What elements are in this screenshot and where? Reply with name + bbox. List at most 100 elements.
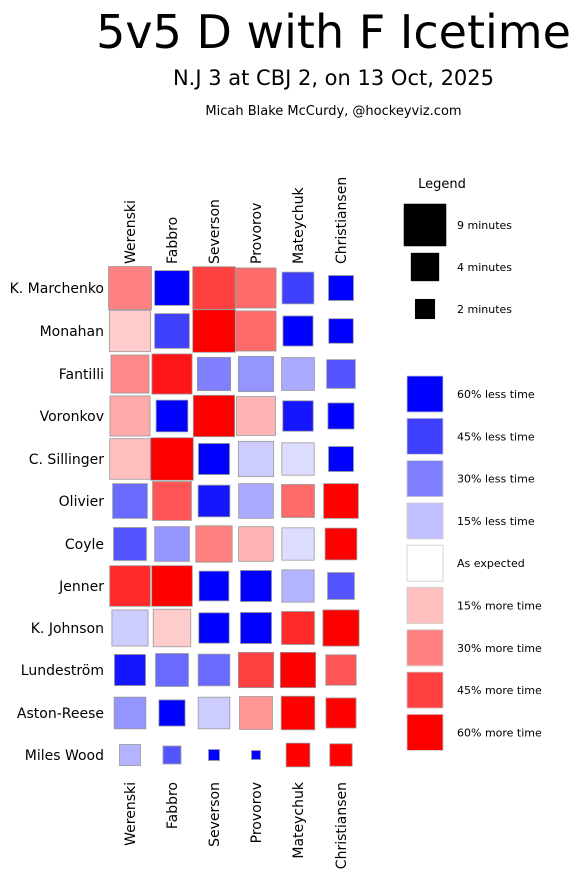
column-label-top: Werenski <box>123 200 139 264</box>
heatmap-cell <box>119 744 141 766</box>
legend-color-label: 45% more time <box>457 684 542 697</box>
heatmap-cell <box>281 611 315 645</box>
row-label: Fantilli <box>59 367 104 383</box>
heatmap-cell <box>195 525 233 563</box>
heatmap-cell <box>198 443 230 475</box>
heatmap-cell <box>158 699 186 727</box>
heatmap-cell <box>281 484 315 518</box>
heatmap-cell <box>152 608 192 648</box>
heatmap-cell <box>280 695 316 731</box>
heatmap-cell <box>152 481 192 521</box>
heatmap-cell <box>281 569 315 603</box>
column-label-bottom: Fabbro <box>165 782 181 829</box>
row-label: Coyle <box>65 537 104 553</box>
row-label: Monahan <box>40 324 104 340</box>
legend-color-swatch <box>406 417 444 455</box>
heatmap-cell <box>109 565 151 607</box>
column-label-bottom: Severson <box>207 782 223 847</box>
heatmap-cell <box>235 267 277 309</box>
axis-labels: K. Marchenko Monahan Fantilli Voronkov C. Si… <box>10 177 350 869</box>
heatmap-cell <box>251 750 261 760</box>
legend-size-swatch <box>403 203 447 247</box>
legend-color-swatch <box>406 502 444 540</box>
legend-color-label: 15% less time <box>457 515 535 528</box>
heatmap-cell <box>108 266 152 310</box>
heatmap-cell <box>285 742 311 768</box>
heatmap-cell <box>324 527 358 561</box>
heatmap-cell <box>328 446 354 472</box>
column-label-top: Severson <box>207 199 223 264</box>
heatmap-cell <box>114 654 146 686</box>
heatmap-cell <box>327 572 355 600</box>
heatmap-cell <box>192 394 236 438</box>
heatmap-cell <box>323 483 359 519</box>
row-label: C. Sillinger <box>29 452 104 468</box>
heatmap-cell <box>154 313 190 349</box>
row-label: Olivier <box>59 494 105 510</box>
legend-color-label: 60% less time <box>457 388 535 401</box>
heatmap-cell <box>238 483 274 519</box>
legend-color-label: 30% less time <box>457 473 535 486</box>
heatmap-cell <box>109 395 151 437</box>
column-label-bottom: Mateychuk <box>291 781 307 858</box>
heatmap-cell <box>151 353 193 395</box>
heatmap-cell <box>113 696 147 730</box>
heatmap-cell <box>328 275 354 301</box>
heatmap-cell <box>281 527 315 561</box>
heatmap-cell <box>151 565 193 607</box>
heatmap-cell <box>162 745 182 765</box>
heatmap-cells <box>108 266 360 768</box>
row-label: Lundeström <box>21 663 104 679</box>
legend-color-label: 15% more time <box>457 600 542 613</box>
heatmap-cell <box>240 570 272 602</box>
chart-subtitle: N.J 3 at CBJ 2, on 13 Oct, 2025 <box>172 66 495 90</box>
heatmap-cell <box>110 354 150 394</box>
chart-credit: Micah Blake McCurdy, @hockeyviz.com <box>205 104 462 119</box>
heatmap-cell <box>108 309 152 353</box>
column-label-bottom: Christiansen <box>334 782 350 869</box>
heatmap-cell <box>113 527 147 561</box>
row-label: Jenner <box>58 579 104 595</box>
legend-color-label: As expected <box>457 557 525 570</box>
heatmap-cell <box>150 437 194 481</box>
heatmap-cell <box>325 654 357 686</box>
heatmap-cell <box>198 612 230 644</box>
row-label: Aston-Reese <box>17 706 104 722</box>
heatmap-cell <box>281 357 315 391</box>
heatmap-cell <box>282 400 314 432</box>
row-label: Miles Wood <box>25 748 104 764</box>
heatmap-cell <box>112 483 148 519</box>
heatmap-cell <box>198 570 230 602</box>
heatmap-cell <box>154 270 190 306</box>
heatmap-cell <box>327 402 355 430</box>
heatmap-cell <box>322 609 360 647</box>
legend: Legend 9 minutes 4 minutes 2 minutes 60% les… <box>403 177 542 751</box>
heatmap-cell <box>236 396 276 436</box>
legend-color-swatch <box>406 629 444 667</box>
heatmap-cell <box>154 526 190 562</box>
legend-size-label: 2 minutes <box>457 303 512 316</box>
heatmap-cell <box>239 696 273 730</box>
column-label-top: Christiansen <box>334 177 350 264</box>
row-label: K. Marchenko <box>10 281 104 297</box>
legend-color-swatch <box>406 544 444 582</box>
heatmap-cell <box>329 743 353 767</box>
heatmap-cell <box>192 266 236 310</box>
legend-size-swatch <box>410 252 440 282</box>
heatmap-cell <box>192 309 236 353</box>
heatmap-cell <box>325 697 357 729</box>
legend-color-label: 30% more time <box>457 642 542 655</box>
legend-color-swatch <box>406 587 444 624</box>
heatmap-cell <box>155 399 189 433</box>
heatmap-cell <box>235 310 277 352</box>
heatmap-cell <box>208 749 220 761</box>
legend-size-swatch <box>414 298 436 320</box>
heatmap-cell <box>197 484 231 518</box>
legend-color-swatch <box>406 460 444 498</box>
legend-size-label: 4 minutes <box>457 261 512 274</box>
heatmap-cell <box>240 612 272 644</box>
row-label: K. Johnson <box>31 621 104 637</box>
legend-title: Legend <box>418 177 466 192</box>
heatmap-cell <box>328 318 354 344</box>
